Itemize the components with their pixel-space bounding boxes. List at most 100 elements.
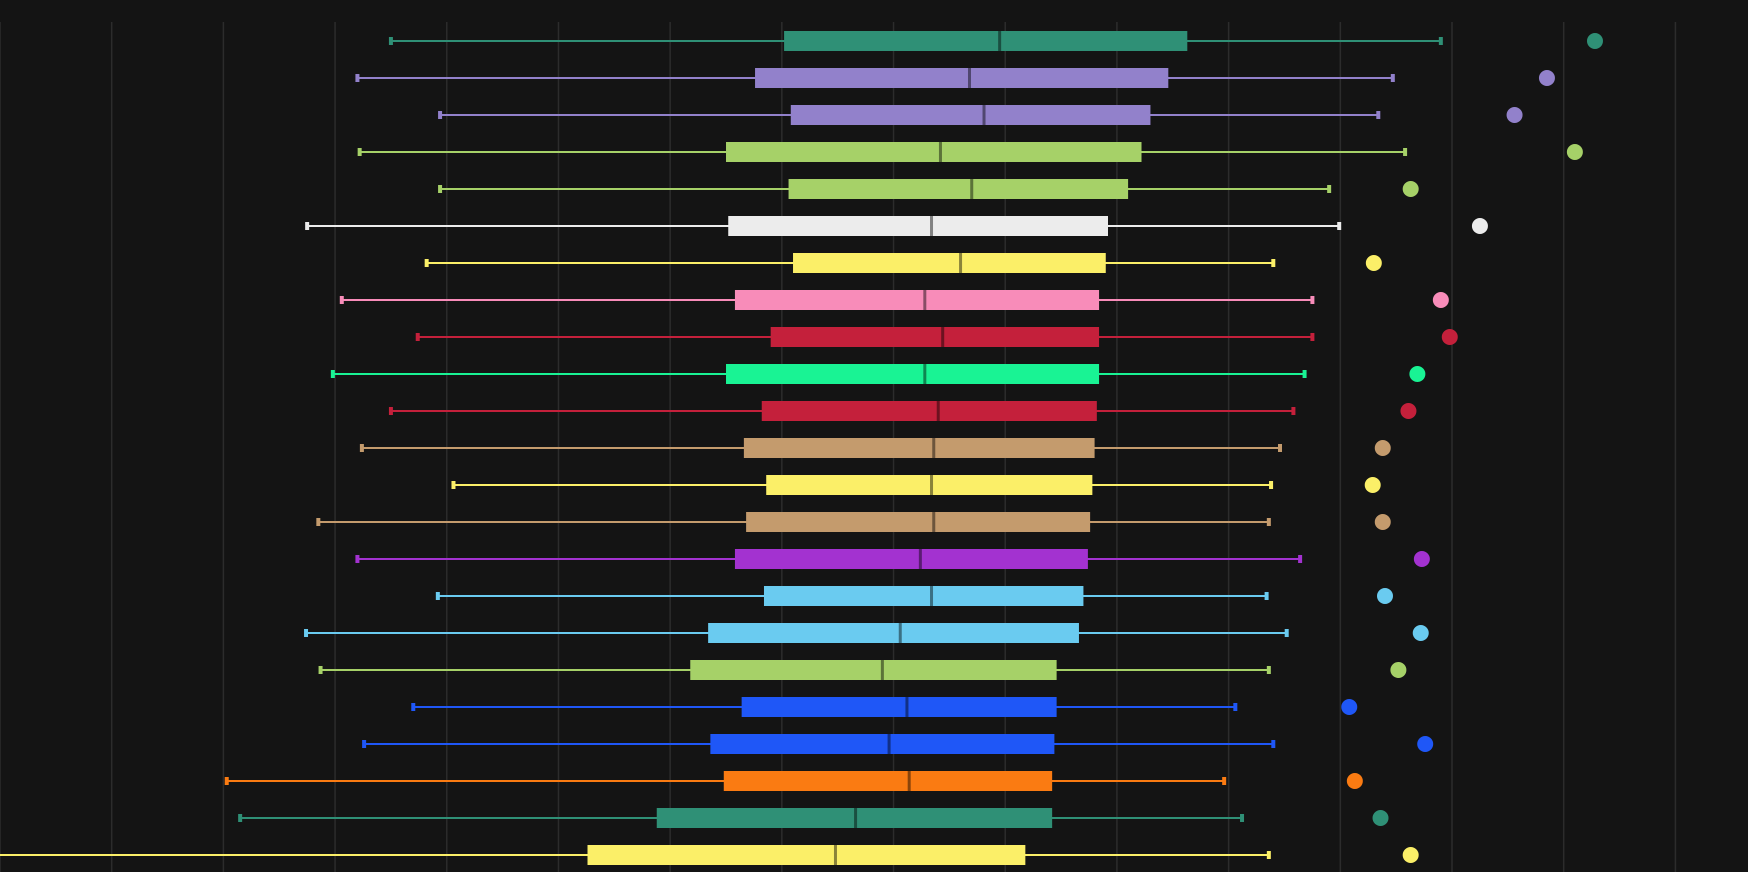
whisker-cap-high bbox=[1310, 333, 1315, 341]
iqr-box bbox=[770, 327, 1100, 347]
outlier-point bbox=[1374, 514, 1391, 530]
whisker-cap-high bbox=[1266, 666, 1271, 674]
median-line bbox=[970, 179, 974, 199]
whisker-cap-high bbox=[1271, 740, 1276, 748]
median-line bbox=[930, 216, 934, 236]
whisker-cap-low bbox=[435, 592, 440, 600]
median-line bbox=[941, 327, 945, 347]
outlier-point bbox=[1365, 255, 1382, 271]
iqr-box bbox=[784, 31, 1188, 51]
median-line bbox=[898, 623, 902, 643]
median-line bbox=[967, 68, 971, 88]
whisker-cap-high bbox=[1390, 74, 1395, 82]
iqr-box bbox=[763, 586, 1084, 606]
median-line bbox=[932, 512, 936, 532]
whisker-cap-high bbox=[1403, 148, 1408, 156]
iqr-box bbox=[734, 290, 1100, 310]
whisker-cap-high bbox=[1240, 814, 1245, 822]
outlier-point bbox=[1586, 33, 1603, 49]
iqr-box bbox=[741, 697, 1057, 717]
outlier-point bbox=[1417, 736, 1434, 752]
whisker-cap-low bbox=[362, 740, 367, 748]
whisker-cap-low bbox=[339, 296, 344, 304]
iqr-box bbox=[690, 660, 1057, 680]
whisker-cap-high bbox=[1233, 703, 1238, 711]
whisker-cap-high bbox=[1438, 37, 1443, 45]
whisker-cap-low bbox=[438, 185, 443, 193]
whisker-cap-low bbox=[415, 333, 420, 341]
whisker-cap-low bbox=[388, 407, 393, 415]
whisker-cap-low bbox=[318, 666, 323, 674]
outlier-point bbox=[1390, 662, 1407, 678]
whisker-cap-low bbox=[330, 370, 335, 378]
outlier-point bbox=[1538, 70, 1555, 86]
iqr-box bbox=[723, 771, 1053, 791]
whisker-cap-high bbox=[1264, 592, 1269, 600]
median-line bbox=[833, 845, 837, 865]
median-line bbox=[932, 438, 936, 458]
iqr-box bbox=[743, 438, 1095, 458]
outlier-point bbox=[1402, 181, 1419, 197]
outlier-point bbox=[1364, 477, 1381, 493]
whisker-cap-high bbox=[1327, 185, 1332, 193]
outlier-point bbox=[1346, 773, 1363, 789]
iqr-box bbox=[728, 216, 1108, 236]
median-line bbox=[982, 105, 986, 125]
whisker-cap-high bbox=[1269, 481, 1274, 489]
outlier-point bbox=[1566, 144, 1583, 160]
iqr-box bbox=[755, 68, 1169, 88]
median-line bbox=[923, 290, 927, 310]
whisker-cap-low bbox=[451, 481, 456, 489]
median-line bbox=[930, 586, 934, 606]
whisker-cap-low bbox=[355, 74, 360, 82]
whisker-cap-low bbox=[305, 222, 310, 230]
whisker-cap-high bbox=[1337, 222, 1342, 230]
whisker-cap-high bbox=[1278, 444, 1283, 452]
iqr-box bbox=[761, 401, 1097, 421]
median-line bbox=[938, 142, 942, 162]
outlier-point bbox=[1402, 847, 1419, 863]
iqr-box bbox=[746, 512, 1091, 532]
outlier-point bbox=[1372, 810, 1389, 826]
whisker-cap-high bbox=[1266, 851, 1271, 859]
outlier-point bbox=[1441, 329, 1458, 345]
outlier-point bbox=[1409, 366, 1426, 382]
whisker-cap-low bbox=[359, 444, 364, 452]
iqr-box bbox=[734, 549, 1088, 569]
whisker-cap-high bbox=[1271, 259, 1276, 267]
outlier-point bbox=[1400, 403, 1417, 419]
iqr-box bbox=[793, 253, 1106, 273]
median-line bbox=[854, 808, 858, 828]
median-line bbox=[907, 771, 911, 791]
whisker-cap-high bbox=[1302, 370, 1307, 378]
iqr-box bbox=[708, 623, 1079, 643]
whisker-cap-high bbox=[1376, 111, 1381, 119]
whisker-cap-high bbox=[1266, 518, 1271, 526]
whisker-cap-low bbox=[224, 777, 229, 785]
whisker-cap-low bbox=[304, 629, 309, 637]
median-line bbox=[936, 401, 940, 421]
whisker-cap-high bbox=[1284, 629, 1289, 637]
iqr-box bbox=[790, 105, 1151, 125]
iqr-box bbox=[766, 475, 1093, 495]
whisker-cap-high bbox=[1310, 296, 1315, 304]
outlier-point bbox=[1374, 440, 1391, 456]
whisker-cap-low bbox=[316, 518, 321, 526]
whisker-cap-low bbox=[411, 703, 416, 711]
median-line bbox=[998, 31, 1002, 51]
outlier-point bbox=[1412, 625, 1429, 641]
median-line bbox=[930, 475, 934, 495]
median-line bbox=[905, 697, 909, 717]
whisker-cap-low bbox=[355, 555, 360, 563]
whisker-cap-low bbox=[424, 259, 429, 267]
median-line bbox=[923, 364, 927, 384]
whisker-cap-low bbox=[357, 148, 362, 156]
iqr-box bbox=[788, 179, 1129, 199]
whisker-cap-high bbox=[1298, 555, 1303, 563]
median-line bbox=[880, 660, 884, 680]
median-line bbox=[959, 253, 963, 273]
iqr-box bbox=[726, 364, 1100, 384]
outlier-point bbox=[1413, 551, 1430, 567]
median-line bbox=[887, 734, 891, 754]
